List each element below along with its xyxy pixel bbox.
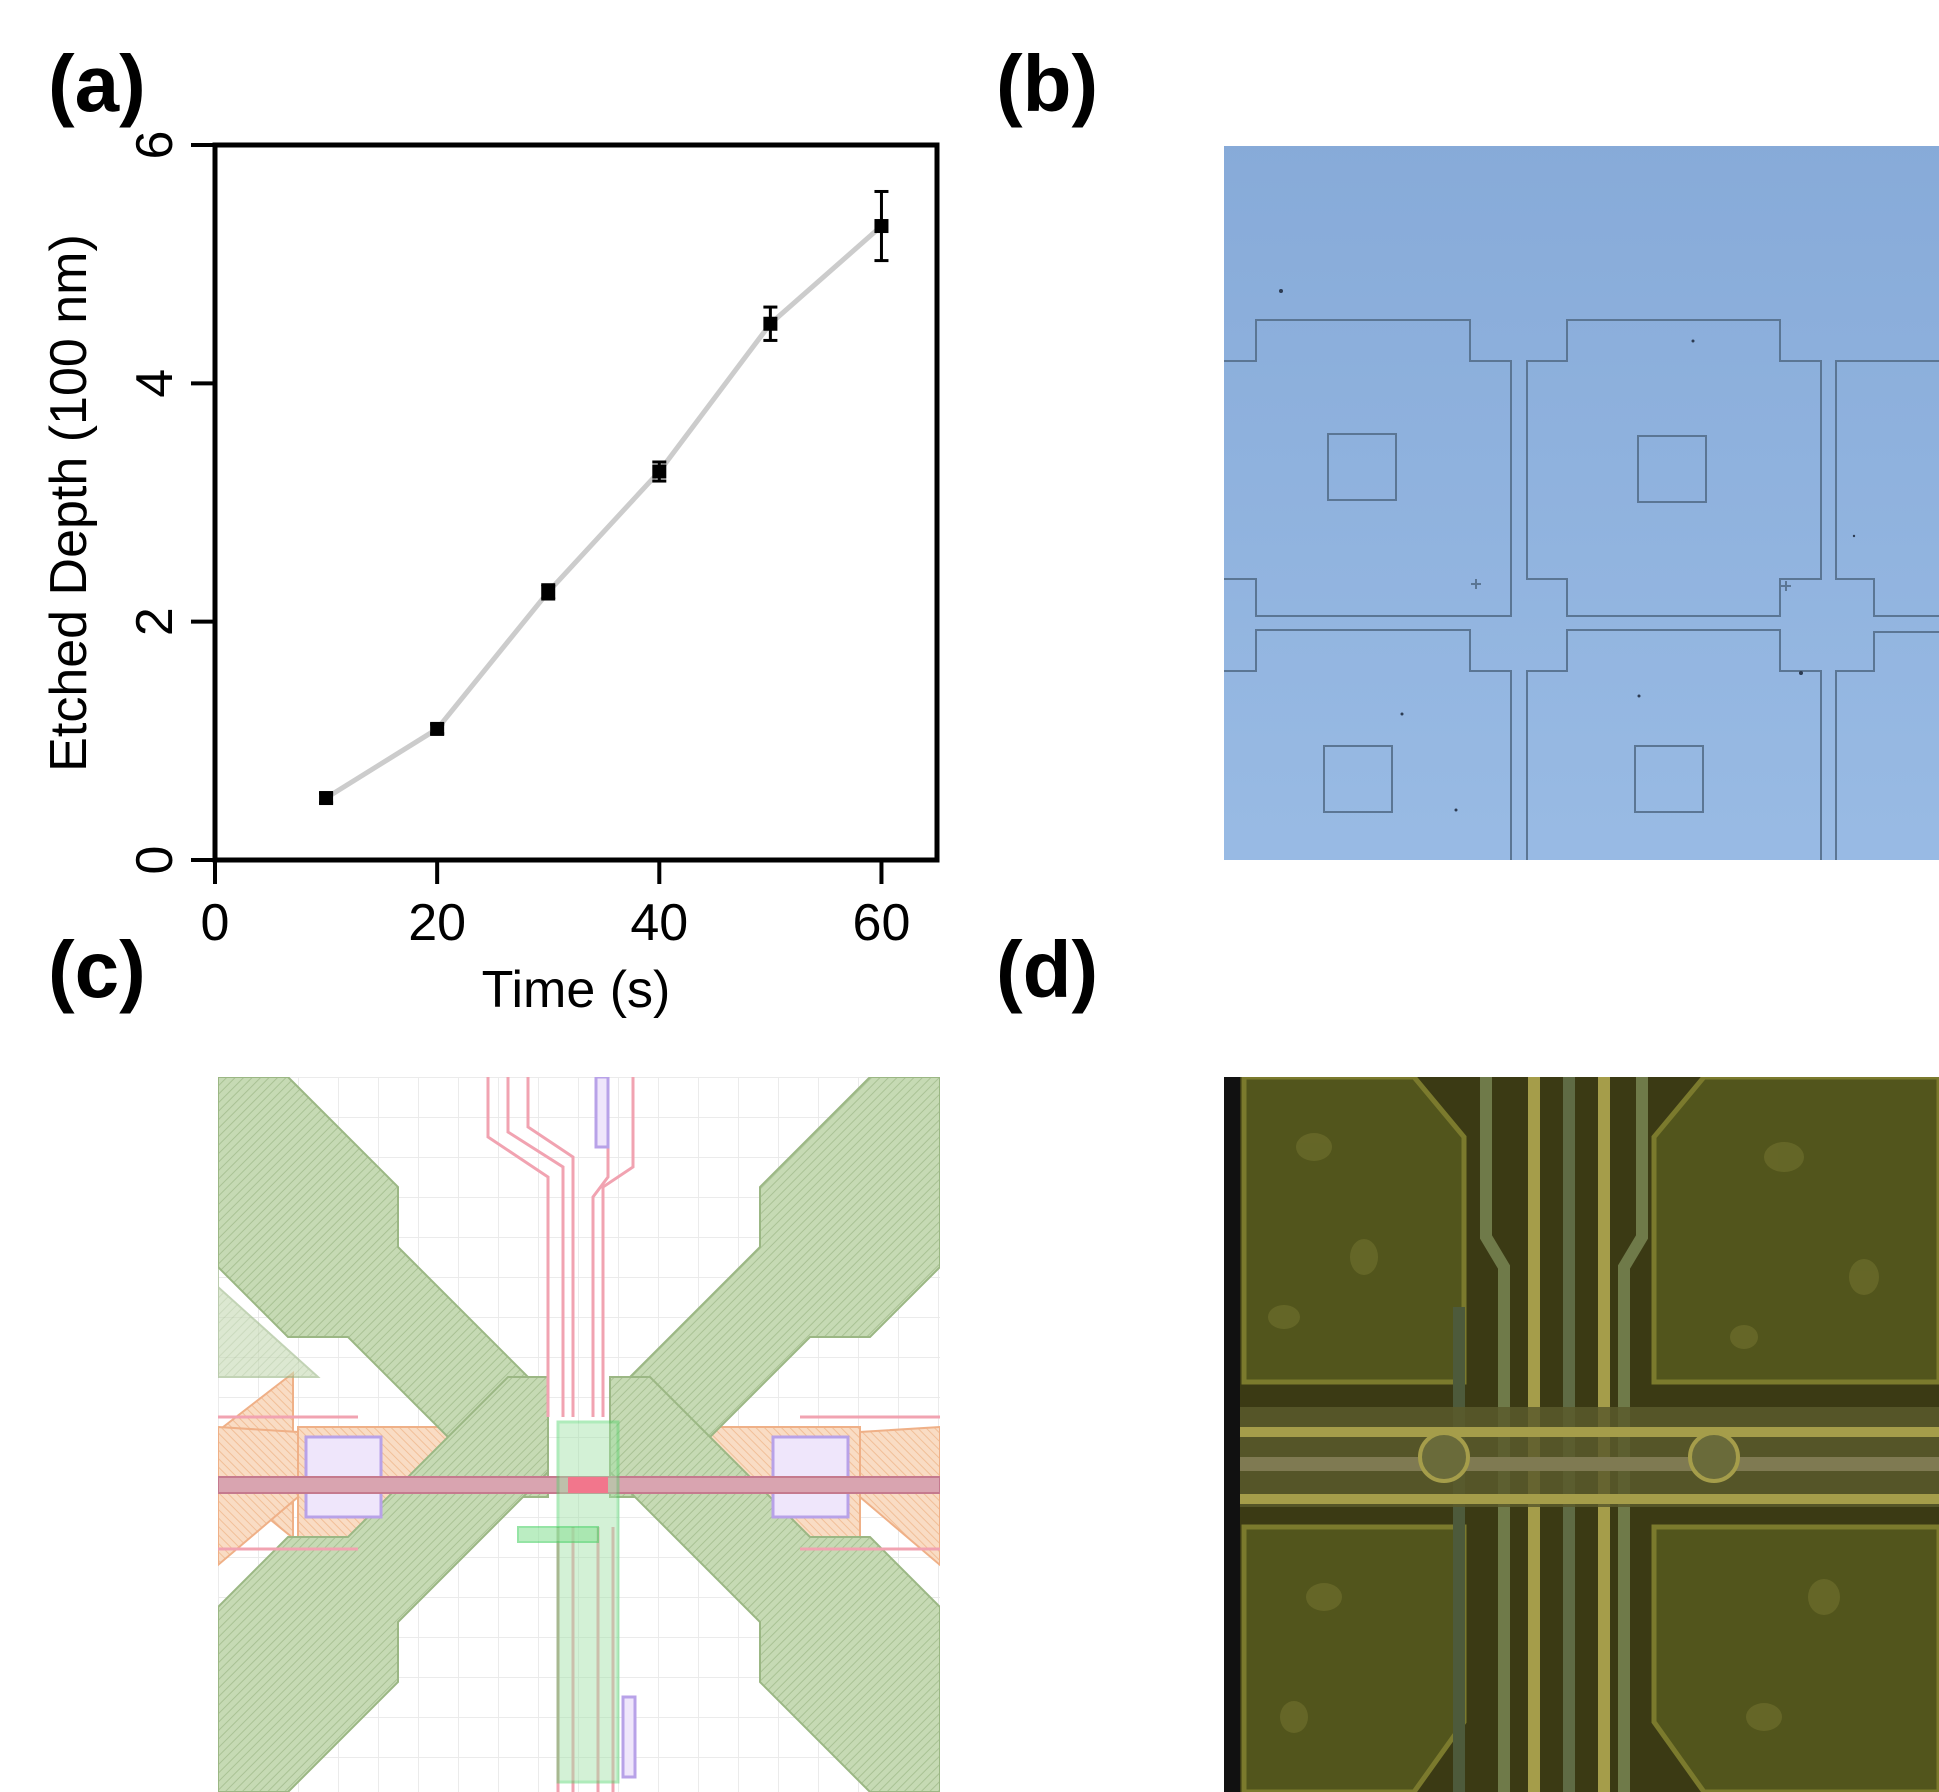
y-tick-label: 2	[126, 607, 184, 636]
darkfield-micrograph-d	[1224, 1077, 1939, 1792]
layout-center-gate	[556, 1420, 620, 1784]
x-tick-label: 20	[408, 894, 466, 952]
layout-center-junction	[568, 1477, 608, 1493]
data-point	[652, 464, 667, 479]
data-point	[541, 584, 556, 599]
plot-frame	[212, 142, 940, 863]
micrograph-d-horizontal-band	[1240, 1407, 1939, 1507]
panel-label-c: (c)	[48, 925, 146, 1014]
y-axis-label: Etched Depth (100 nm)	[40, 234, 98, 772]
panel-label-a: (a)	[48, 39, 146, 128]
panel-label-d: (d)	[996, 925, 1099, 1014]
y-tick-label: 0	[126, 846, 184, 875]
micrograph-b-dust	[1279, 289, 1856, 812]
panel-label-b: (b)	[996, 39, 1099, 128]
series-line	[324, 224, 884, 801]
micrograph-d-texture	[1268, 1133, 1879, 1733]
data-point	[430, 721, 445, 736]
micrograph-b-pattern	[1224, 319, 1939, 860]
x-tick-label: 40	[630, 894, 688, 952]
x-tick-label: 60	[853, 894, 911, 952]
layout-design-c	[218, 1077, 940, 1792]
x-axis-label: Time (s)	[482, 961, 671, 1019]
y-tick-label: 4	[126, 369, 184, 398]
data-point	[763, 316, 778, 331]
layout-pink-traces	[218, 1077, 940, 1792]
y-tick-label: 6	[126, 131, 184, 160]
etched-depth-chart: 0 20 40 60 0 2 4 6 Time (s) Etched Depth (100 n…	[40, 131, 940, 1019]
x-tick-label: 0	[201, 894, 230, 952]
data-point	[319, 791, 334, 806]
data-point	[874, 219, 889, 234]
optical-micrograph-b	[1224, 146, 1939, 860]
